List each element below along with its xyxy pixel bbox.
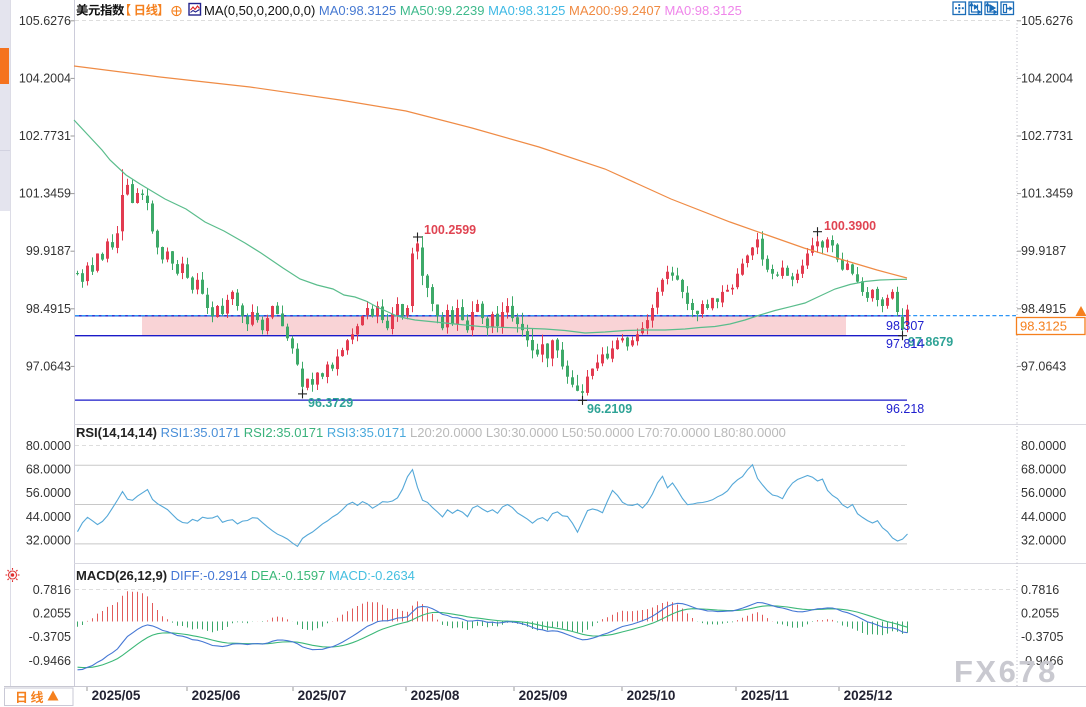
svg-text:0.7816: 0.7816 xyxy=(1021,583,1059,597)
svg-text:80.0000: 80.0000 xyxy=(26,439,71,453)
svg-text:105.6276: 105.6276 xyxy=(19,14,71,28)
svg-text:2025/07: 2025/07 xyxy=(298,688,347,703)
svg-text:100.3900: 100.3900 xyxy=(824,219,876,233)
svg-text:0.2055: 0.2055 xyxy=(1021,607,1059,621)
svg-text:-0.3705: -0.3705 xyxy=(29,630,71,644)
svg-text:2025/09: 2025/09 xyxy=(519,688,568,703)
svg-text:104.2004: 104.2004 xyxy=(1021,71,1073,85)
svg-text:105.6276: 105.6276 xyxy=(1021,14,1073,28)
svg-text:99.9187: 99.9187 xyxy=(26,244,71,258)
svg-text:99.9187: 99.9187 xyxy=(1021,244,1066,258)
svg-text:97.814: 97.814 xyxy=(886,337,924,351)
svg-text:68.0000: 68.0000 xyxy=(1021,463,1066,477)
svg-text:2025/06: 2025/06 xyxy=(192,688,241,703)
svg-text:44.0000: 44.0000 xyxy=(1021,510,1066,524)
svg-text:98.4915: 98.4915 xyxy=(26,302,71,316)
svg-text:56.0000: 56.0000 xyxy=(1021,486,1066,500)
svg-text:MA(0,50,0,200,0,0) MA0:98.3125: MA(0,50,0,200,0,0) MA0:98.3125 MA50:99.2… xyxy=(204,3,742,18)
svg-text:-0.3705: -0.3705 xyxy=(1021,630,1063,644)
svg-text:98.3125: 98.3125 xyxy=(1020,319,1067,334)
svg-text:98.4915: 98.4915 xyxy=(1021,302,1066,316)
svg-text:2025/08: 2025/08 xyxy=(411,688,460,703)
svg-text:MACD(26,12,9) DIFF:-0.2914 DE: MACD(26,12,9) DIFF:-0.2914 DEA:-0.1597 M… xyxy=(76,568,415,583)
svg-text:2025/11: 2025/11 xyxy=(741,688,790,703)
svg-text:96.218: 96.218 xyxy=(886,402,924,416)
svg-text:104.2004: 104.2004 xyxy=(19,71,71,85)
svg-text:0.7816: 0.7816 xyxy=(33,583,71,597)
svg-text:-0.9466: -0.9466 xyxy=(1021,654,1063,668)
svg-text:96.2109: 96.2109 xyxy=(587,402,632,416)
svg-text:80.0000: 80.0000 xyxy=(1021,439,1066,453)
svg-text:97.8679: 97.8679 xyxy=(908,335,953,349)
svg-text:102.7731: 102.7731 xyxy=(19,129,71,143)
svg-text:96.3729: 96.3729 xyxy=(308,396,353,410)
svg-text:32.0000: 32.0000 xyxy=(26,533,71,547)
svg-text:32.0000: 32.0000 xyxy=(1021,533,1066,547)
svg-text:0.2055: 0.2055 xyxy=(33,607,71,621)
svg-text:44.0000: 44.0000 xyxy=(26,510,71,524)
svg-text:68.0000: 68.0000 xyxy=(26,463,71,477)
svg-text:2025/05: 2025/05 xyxy=(92,688,141,703)
svg-text:101.3459: 101.3459 xyxy=(19,187,71,201)
svg-text:FX678: FX678 xyxy=(954,654,1058,689)
svg-text:98.307: 98.307 xyxy=(886,319,924,333)
svg-text:97.0643: 97.0643 xyxy=(26,359,71,373)
svg-text:2025/12: 2025/12 xyxy=(844,688,893,703)
svg-text:RSI(14,14,14) RSI1:35.0171 RS: RSI(14,14,14) RSI1:35.0171 RSI2:35.0171 … xyxy=(76,425,786,440)
svg-text:102.7731: 102.7731 xyxy=(1021,129,1073,143)
svg-text:56.0000: 56.0000 xyxy=(26,486,71,500)
svg-text:100.2599: 100.2599 xyxy=(424,223,476,237)
svg-text:2025/10: 2025/10 xyxy=(627,688,676,703)
svg-text:101.3459: 101.3459 xyxy=(1021,187,1073,201)
svg-text:97.0643: 97.0643 xyxy=(1021,359,1066,373)
svg-text:-0.9466: -0.9466 xyxy=(29,654,71,668)
